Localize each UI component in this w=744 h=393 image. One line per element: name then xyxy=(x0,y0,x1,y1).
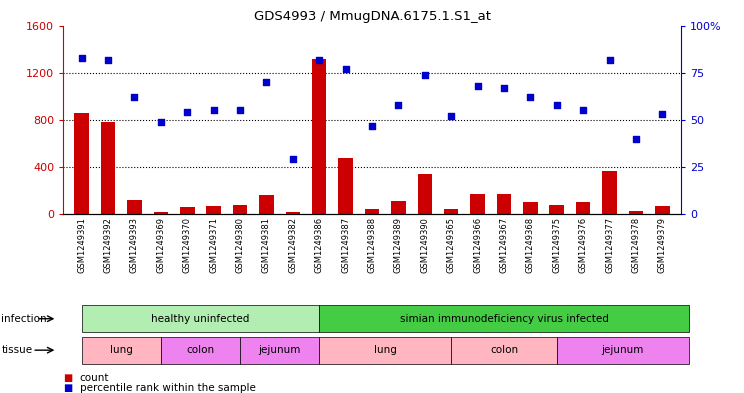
Bar xyxy=(259,195,274,214)
Bar xyxy=(365,209,379,214)
Point xyxy=(260,79,272,85)
Bar xyxy=(602,171,617,214)
Text: simian immunodeficiency virus infected: simian immunodeficiency virus infected xyxy=(400,314,609,324)
Bar xyxy=(655,206,670,214)
Bar xyxy=(153,212,168,214)
Bar xyxy=(233,205,247,214)
Bar xyxy=(312,59,327,214)
Point xyxy=(525,94,536,100)
Text: colon: colon xyxy=(187,345,214,355)
Bar xyxy=(339,158,353,214)
Point xyxy=(155,119,167,125)
Point xyxy=(577,107,589,114)
Bar xyxy=(470,194,485,214)
Bar xyxy=(497,194,511,214)
Text: colon: colon xyxy=(490,345,518,355)
Point xyxy=(419,72,431,78)
Point xyxy=(603,56,615,62)
Bar xyxy=(101,122,115,214)
Text: percentile rank within the sample: percentile rank within the sample xyxy=(80,383,255,393)
Point xyxy=(498,84,510,91)
Text: count: count xyxy=(80,373,109,383)
Point xyxy=(472,83,484,89)
Bar xyxy=(550,205,564,214)
Point xyxy=(340,66,352,72)
Bar xyxy=(127,200,142,214)
Text: infection: infection xyxy=(1,314,47,324)
Point xyxy=(392,102,404,108)
Point xyxy=(129,94,141,100)
Point xyxy=(366,122,378,129)
Point xyxy=(208,107,219,114)
Bar xyxy=(180,207,194,214)
Point xyxy=(551,102,562,108)
Point xyxy=(182,109,193,116)
Bar xyxy=(417,174,432,214)
Point xyxy=(287,156,299,163)
Point xyxy=(630,136,642,142)
Text: healthy uninfected: healthy uninfected xyxy=(151,314,250,324)
Text: lung: lung xyxy=(373,345,397,355)
Point xyxy=(234,107,246,114)
Text: jejunum: jejunum xyxy=(258,345,301,355)
Point xyxy=(313,56,325,62)
Text: GDS4993 / MmugDNA.6175.1.S1_at: GDS4993 / MmugDNA.6175.1.S1_at xyxy=(254,10,490,23)
Bar xyxy=(206,206,221,214)
Bar xyxy=(444,209,458,214)
Text: jejunum: jejunum xyxy=(601,345,644,355)
Bar xyxy=(629,211,643,214)
Text: tissue: tissue xyxy=(1,345,33,355)
Bar xyxy=(576,202,591,214)
Point xyxy=(76,55,88,61)
Point xyxy=(656,111,668,118)
Bar xyxy=(523,202,538,214)
Bar xyxy=(391,201,405,214)
Text: ■: ■ xyxy=(63,383,72,393)
Text: ■: ■ xyxy=(63,373,72,383)
Bar xyxy=(74,113,89,214)
Point xyxy=(445,113,457,119)
Point xyxy=(102,56,114,62)
Text: lung: lung xyxy=(110,345,132,355)
Bar xyxy=(286,212,300,214)
